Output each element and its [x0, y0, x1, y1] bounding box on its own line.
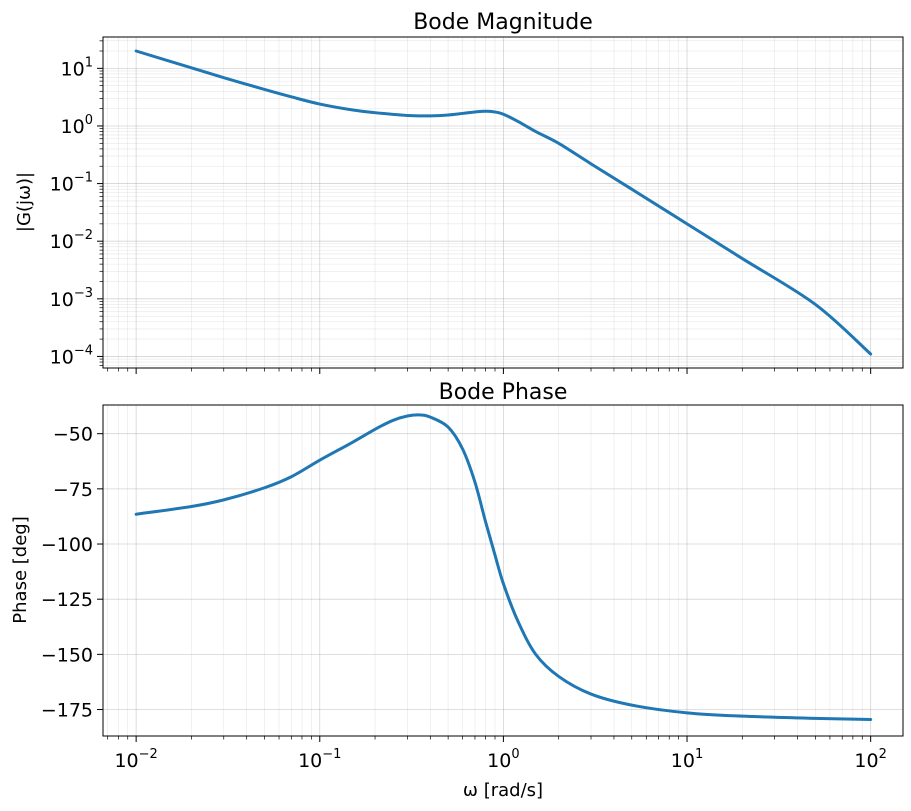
y-tick-label: −175	[41, 700, 93, 722]
y-tick-label: −125	[41, 589, 93, 611]
phase-xlabel: ω [rad/s]	[463, 780, 543, 801]
x-tick-label: 101	[671, 747, 703, 772]
phase-grid	[103, 405, 903, 736]
phase-title: Bode Phase	[439, 380, 568, 405]
phase-ticks: −50 −75 −100 −125 −150 −175 10−2 10−1 100 101 102	[41, 424, 887, 772]
magnitude-ticks: 101 100 10−1 10−2 10−3 10−4	[50, 40, 872, 374]
x-tick-label: 10−2	[114, 747, 157, 772]
y-tick-label: −50	[53, 424, 93, 446]
magnitude-grid	[103, 37, 903, 368]
magnitude-series-line	[134, 49, 873, 356]
y-tick-label: 10−4	[50, 343, 93, 368]
phase-axes-frame	[102, 404, 904, 737]
y-tick-label: −100	[41, 534, 93, 556]
x-tick-label: 102	[854, 747, 886, 772]
y-tick-label: 10−2	[50, 228, 93, 253]
phase-ylabel: Phase [deg]	[10, 516, 31, 623]
y-tick-label: −75	[53, 479, 93, 501]
y-tick-label: 101	[61, 55, 93, 80]
phase-series-line	[134, 413, 873, 721]
magnitude-axes-frame	[102, 36, 904, 369]
x-tick-label: 10−1	[298, 747, 341, 772]
magnitude-ylabel: |G(jω)|	[14, 172, 35, 232]
y-tick-label: 10−1	[50, 171, 93, 196]
y-tick-label: 100	[61, 113, 93, 138]
x-tick-label: 100	[487, 747, 519, 772]
y-tick-label: 10−3	[50, 286, 93, 311]
magnitude-panel: 101 100 10−1 10−2 10−3 10−4 Bode Magnitude |G…	[14, 10, 904, 374]
y-tick-label: −150	[41, 644, 93, 666]
magnitude-title: Bode Magnitude	[413, 10, 593, 35]
